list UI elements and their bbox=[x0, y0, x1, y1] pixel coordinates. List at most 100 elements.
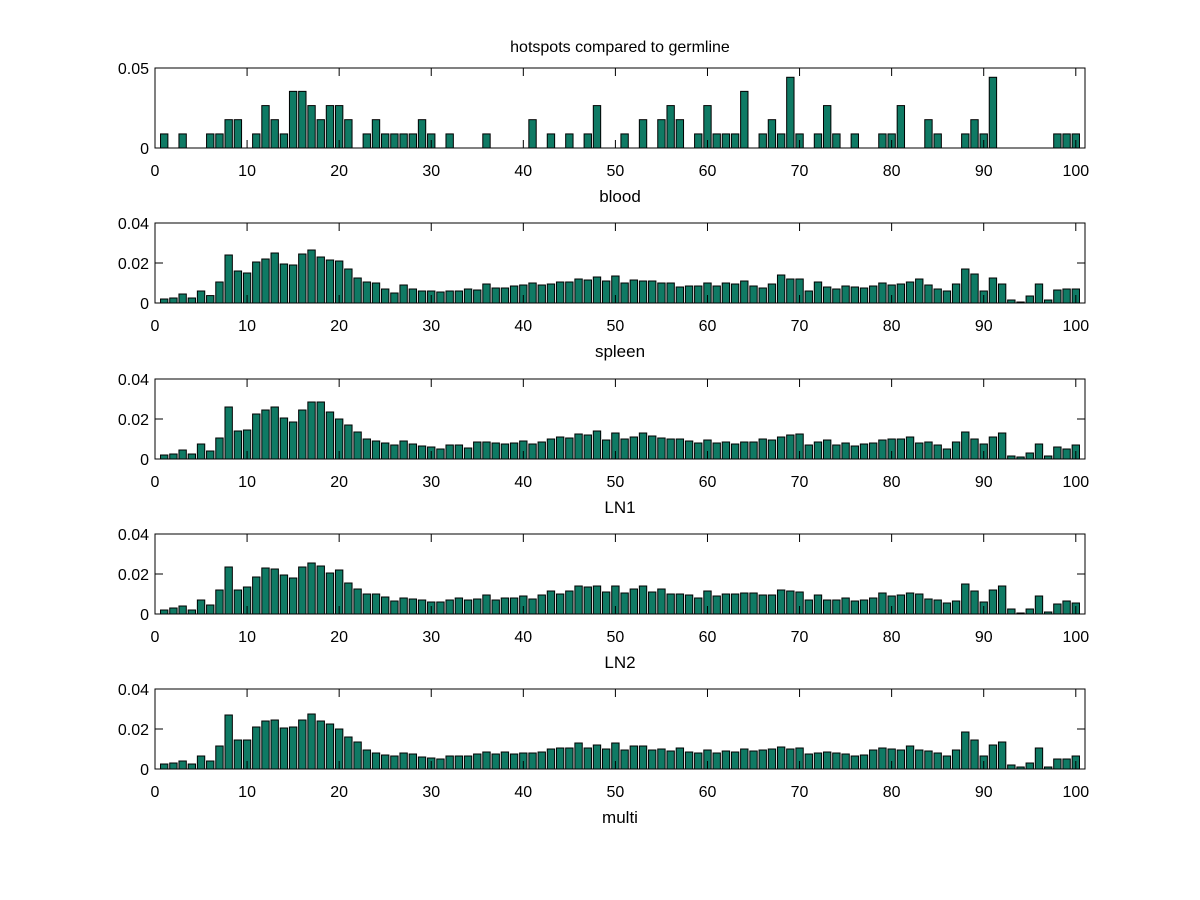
bar bbox=[298, 90, 307, 149]
bar bbox=[206, 450, 215, 460]
bar bbox=[233, 739, 243, 770]
bar bbox=[344, 736, 353, 770]
bar bbox=[924, 119, 933, 149]
bar bbox=[574, 585, 583, 615]
bar bbox=[491, 753, 500, 770]
bar bbox=[1053, 133, 1062, 149]
x-tick-label: 100 bbox=[1062, 163, 1089, 180]
bar bbox=[638, 280, 648, 304]
bar bbox=[362, 593, 371, 615]
x-tick-label: 90 bbox=[975, 318, 993, 335]
bar bbox=[933, 444, 942, 460]
bar bbox=[417, 445, 427, 460]
bar bbox=[509, 753, 519, 770]
bar bbox=[666, 105, 675, 149]
bar bbox=[454, 755, 464, 770]
bar bbox=[832, 288, 841, 304]
bar bbox=[666, 438, 675, 460]
x-tick-label: 40 bbox=[514, 784, 532, 801]
bar bbox=[970, 739, 979, 770]
bar bbox=[528, 752, 537, 770]
bar bbox=[758, 594, 767, 615]
bar bbox=[509, 442, 519, 460]
bar bbox=[657, 748, 666, 770]
bar bbox=[758, 287, 767, 304]
x-tick-label: 50 bbox=[606, 163, 624, 180]
bar bbox=[813, 281, 823, 304]
bar bbox=[160, 133, 169, 149]
bar bbox=[776, 746, 786, 770]
bar bbox=[951, 283, 961, 304]
x-tick-label: 60 bbox=[699, 784, 717, 801]
bar bbox=[933, 133, 942, 149]
bar bbox=[721, 750, 731, 770]
bar bbox=[970, 438, 979, 460]
bar bbox=[657, 437, 666, 460]
bar bbox=[344, 119, 353, 149]
x-tick-label: 0 bbox=[151, 784, 160, 801]
bar bbox=[1034, 595, 1044, 615]
bar bbox=[648, 749, 657, 770]
bar bbox=[473, 598, 482, 615]
bar bbox=[196, 443, 206, 460]
x-tick-label: 80 bbox=[883, 163, 901, 180]
bar bbox=[215, 745, 224, 770]
bar bbox=[298, 253, 307, 304]
bar bbox=[436, 291, 445, 304]
bar bbox=[850, 445, 859, 460]
bar bbox=[417, 756, 427, 770]
bar bbox=[832, 599, 841, 615]
bar bbox=[408, 133, 418, 149]
x-tick-label: 100 bbox=[1062, 474, 1089, 491]
bar bbox=[178, 133, 187, 149]
bar bbox=[694, 285, 703, 304]
bar bbox=[740, 592, 749, 615]
bar bbox=[445, 599, 454, 615]
bar bbox=[823, 105, 832, 149]
bar bbox=[592, 585, 602, 615]
bar bbox=[362, 749, 371, 770]
bar bbox=[160, 609, 169, 615]
bar bbox=[629, 588, 639, 615]
bar bbox=[169, 297, 178, 304]
x-tick-label: 90 bbox=[975, 784, 993, 801]
bar bbox=[252, 576, 261, 615]
bar bbox=[482, 594, 491, 615]
bar bbox=[878, 439, 887, 460]
bar bbox=[445, 290, 454, 304]
bar bbox=[638, 745, 648, 770]
bar bbox=[390, 755, 399, 770]
bar bbox=[445, 133, 454, 149]
bar bbox=[583, 279, 592, 304]
x-tick-label: 10 bbox=[238, 163, 256, 180]
bar bbox=[224, 714, 233, 770]
bar bbox=[436, 601, 445, 615]
bar bbox=[592, 744, 602, 770]
x-tick-label: 30 bbox=[422, 629, 440, 646]
bar bbox=[776, 133, 786, 149]
bar bbox=[841, 753, 850, 770]
bar bbox=[915, 278, 924, 304]
subplot-multi: 0 10 20 30 40 50 60 70 80 90 100 0 0.02 0.04 multi bbox=[118, 682, 1089, 827]
bar bbox=[813, 441, 823, 460]
bar bbox=[1062, 133, 1071, 149]
bar bbox=[721, 133, 731, 149]
bar bbox=[491, 599, 500, 615]
bar bbox=[602, 748, 611, 770]
bar bbox=[546, 283, 556, 304]
bar bbox=[896, 594, 906, 615]
bar bbox=[288, 90, 298, 149]
bar bbox=[178, 760, 187, 770]
bar bbox=[841, 442, 850, 460]
bar bbox=[436, 448, 445, 460]
bar bbox=[620, 438, 629, 460]
bar bbox=[749, 750, 758, 770]
bar bbox=[408, 443, 418, 460]
bar bbox=[537, 594, 546, 615]
bar bbox=[712, 133, 721, 149]
bar bbox=[896, 438, 906, 460]
bar bbox=[252, 413, 261, 460]
bar bbox=[924, 598, 933, 615]
bar bbox=[1007, 764, 1016, 770]
x-tick-label: 80 bbox=[883, 474, 901, 491]
